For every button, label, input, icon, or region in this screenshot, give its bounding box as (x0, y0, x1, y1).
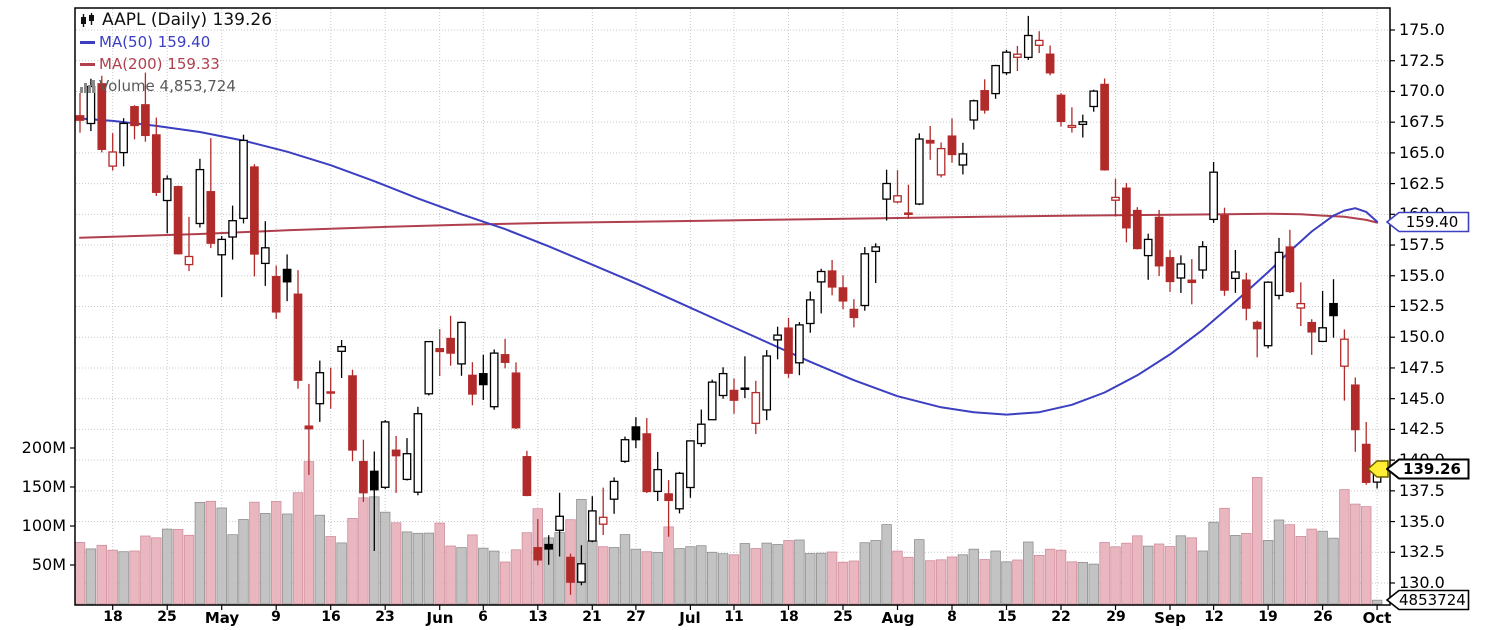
date-tick-label: 18 (103, 609, 123, 625)
date-tick-label: 15 (997, 609, 1017, 625)
price-tick-label: 137.5 (1399, 481, 1445, 500)
price-tick-label: 155.0 (1399, 266, 1445, 285)
price-tick-label: 150.0 (1399, 327, 1445, 346)
price-tick-label: 135.0 (1399, 512, 1445, 531)
price-tick-label: 170.0 (1399, 81, 1445, 100)
date-tick-label: 29 (1106, 609, 1126, 625)
ma50-price-tag: 159.40 (1386, 211, 1470, 233)
date-tick-label: Jul (679, 609, 701, 627)
volume-tick-label: 150M (21, 477, 66, 496)
volume-tick-label: 50M (31, 555, 66, 574)
price-tick-label: 132.5 (1399, 542, 1445, 561)
date-tick-label: 19 (1258, 609, 1278, 625)
price-tick-label: 130.0 (1399, 573, 1445, 592)
symbol-title: AAPL (Daily) 139.26 (102, 10, 273, 30)
ma50-legend-label: MA(50) 159.40 (99, 33, 211, 51)
last-price-tag: 139.26 (1386, 458, 1470, 480)
legend-volume-row: Volume 4,853,724 (80, 75, 272, 97)
last-price-tag-value: 139.26 (1403, 460, 1461, 478)
volume-tick-label: 100M (21, 516, 66, 535)
session-volume-tag-value: 4853724 (1399, 591, 1466, 609)
ma50-tag-value: 159.40 (1405, 213, 1459, 231)
date-tick-label: Jun (426, 609, 454, 627)
price-tick-label: 147.5 (1399, 358, 1445, 377)
price-tick-label: 145.0 (1399, 389, 1445, 408)
date-tick-label: Sep (1154, 609, 1186, 627)
ma50-line-swatch (80, 40, 95, 44)
date-tick-label: 12 (1204, 609, 1224, 625)
volume-legend-icon (80, 79, 95, 93)
price-tick-label: 162.5 (1399, 174, 1445, 193)
price-tick-label: 157.5 (1399, 235, 1445, 254)
ma200-legend-label: MA(200) 159.33 (99, 55, 220, 73)
price-tick-label: 175.0 (1399, 20, 1445, 39)
stockcharts-logo-icon (81, 12, 94, 27)
date-tick-label: 11 (724, 609, 744, 625)
legend-ma50-row: MA(50) 159.40 (80, 31, 272, 53)
volume-legend-label: Volume 4,853,724 (99, 77, 236, 95)
date-tick-label: 16 (321, 609, 341, 625)
price-tick-label: 172.5 (1399, 51, 1445, 70)
date-tick-label: 21 (582, 609, 602, 625)
date-tick-label: 6 (478, 609, 488, 625)
price-tick-label: 142.5 (1399, 419, 1445, 438)
price-tick-label: 165.0 (1399, 143, 1445, 162)
date-tick-label: 8 (947, 609, 957, 625)
ma200-line-swatch (80, 62, 95, 66)
date-tick-label: May (204, 609, 240, 627)
date-tick-label: 23 (375, 609, 395, 625)
date-tick-label: 18 (779, 609, 799, 625)
date-tick-label: Aug (881, 609, 915, 627)
price-tick-label: 167.5 (1399, 112, 1445, 131)
date-tick-label: 26 (1313, 609, 1333, 625)
date-tick-label: 25 (833, 609, 853, 625)
legend-ma200-row: MA(200) 159.33 (80, 53, 272, 75)
date-tick-label: 25 (157, 609, 177, 625)
session-volume-tag: 4853724 (1386, 589, 1470, 611)
date-tick-label: 22 (1051, 609, 1071, 625)
volume-tick-label: 200M (21, 438, 66, 457)
date-tick-label: 27 (626, 609, 646, 625)
chart-legend: AAPL (Daily) 139.26 MA(50) 159.40 MA(200… (80, 9, 272, 97)
date-tick-label: Oct (1362, 609, 1392, 627)
price-tick-label: 152.5 (1399, 296, 1445, 315)
date-tick-label: 9 (271, 609, 281, 625)
legend-symbol-row: AAPL (Daily) 139.26 (80, 9, 272, 31)
date-tick-label: 13 (528, 609, 548, 625)
